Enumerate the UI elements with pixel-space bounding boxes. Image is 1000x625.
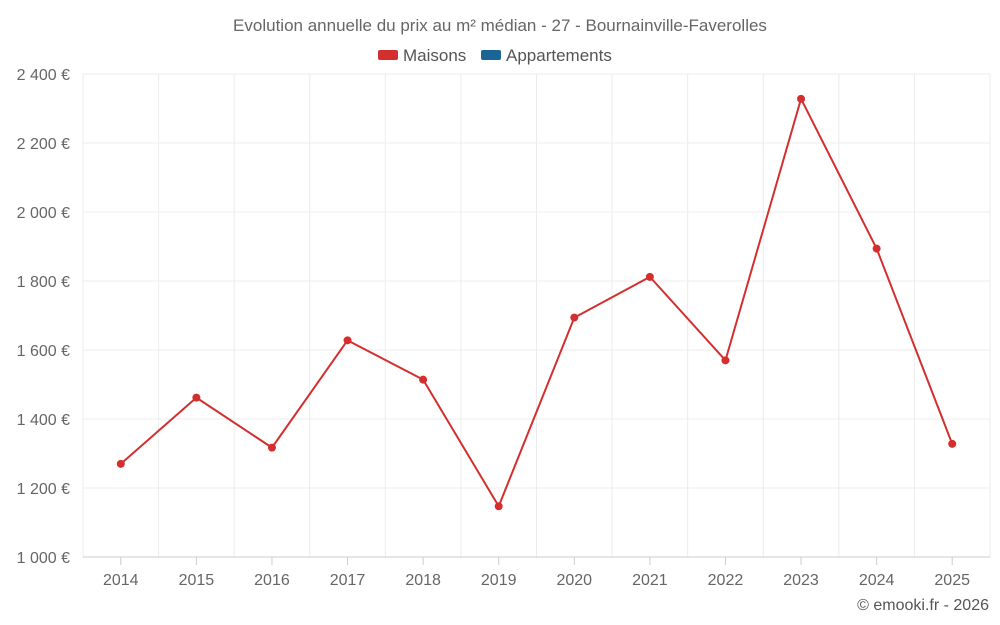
credit-text: © emooki.fr - 2026	[857, 597, 989, 614]
x-tick-label: 2017	[330, 572, 366, 589]
y-tick-label: 1 200 €	[17, 481, 70, 498]
x-tick-label: 2024	[859, 572, 895, 589]
axes: 1 000 € 1 200 € 1 400 € 1 600 € 1 800 € 2 000…	[17, 67, 990, 589]
legend-item-appartements[interactable]: Appartements	[481, 46, 612, 65]
x-tick-label: 2022	[708, 572, 744, 589]
gridlines	[82, 73, 991, 557]
y-tick-label: 2 000 €	[17, 205, 70, 222]
data-point[interactable]	[343, 336, 352, 345]
y-tick-label: 2 200 €	[17, 136, 70, 153]
x-tick-label: 2023	[783, 572, 819, 589]
chart-title: Evolution annuelle du prix au m² médian …	[233, 16, 767, 35]
data-point[interactable]	[872, 244, 881, 253]
y-tick-label: 1 400 €	[17, 412, 70, 429]
x-tick-label: 2018	[405, 572, 441, 589]
y-tick-label: 2 400 €	[17, 67, 70, 84]
data-point[interactable]	[645, 272, 654, 281]
data-point[interactable]	[570, 313, 579, 322]
data-point[interactable]	[419, 375, 428, 384]
data-point[interactable]	[721, 356, 730, 365]
legend-label-appartements: Appartements	[506, 46, 612, 65]
legend-swatch-appartements	[481, 50, 501, 60]
x-tick-label: 2019	[481, 572, 517, 589]
legend-item-maisons[interactable]: Maisons	[378, 46, 466, 65]
x-tick-label: 2016	[254, 572, 290, 589]
y-tick-label: 1 600 €	[17, 343, 70, 360]
x-tick-label: 2014	[103, 572, 139, 589]
series-line-maisons	[120, 97, 954, 508]
x-tick-label: 2025	[934, 572, 970, 589]
data-point[interactable]	[948, 439, 957, 448]
legend-swatch-maisons	[378, 50, 398, 60]
legend: Maisons Appartements	[378, 46, 612, 65]
y-tick-label: 1 000 €	[17, 550, 70, 567]
data-point[interactable]	[267, 443, 276, 452]
x-tick-label: 2015	[179, 572, 215, 589]
legend-label-maisons: Maisons	[403, 46, 466, 65]
data-point[interactable]	[797, 94, 806, 103]
series-maisons	[116, 94, 957, 511]
data-point[interactable]	[116, 459, 125, 468]
x-tick-label: 2020	[556, 572, 592, 589]
data-point[interactable]	[494, 502, 503, 511]
data-point[interactable]	[192, 393, 201, 402]
y-tick-label: 1 800 €	[17, 274, 70, 291]
x-tick-label: 2021	[632, 572, 668, 589]
